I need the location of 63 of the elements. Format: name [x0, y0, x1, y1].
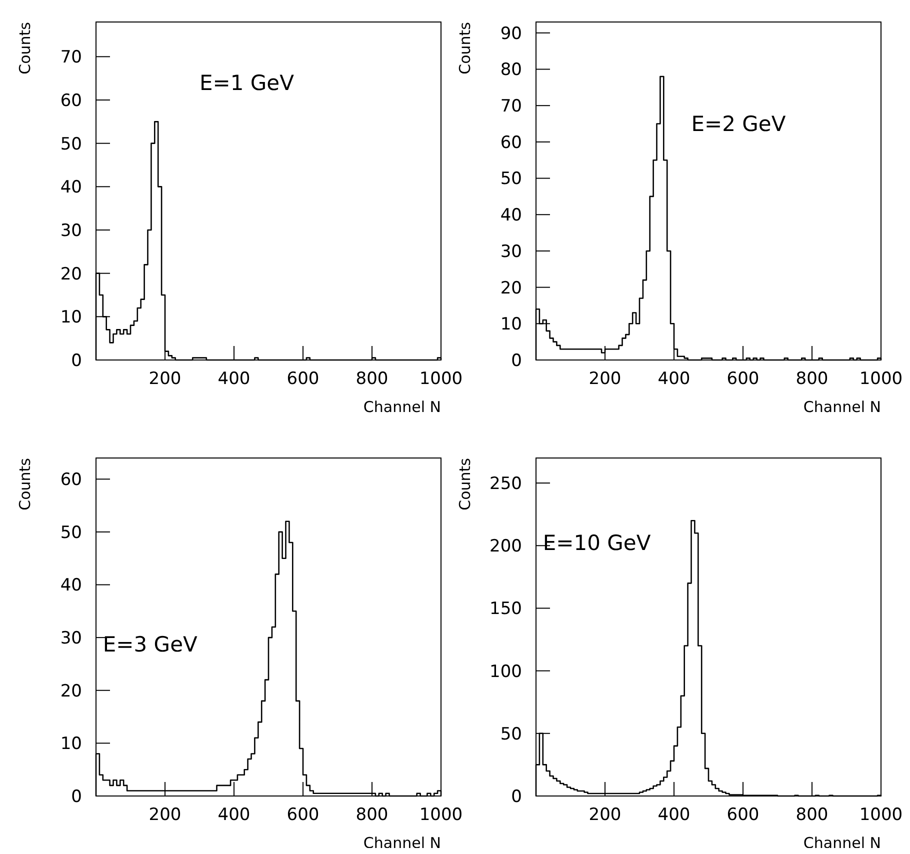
y-tick-label: 40 [500, 206, 522, 226]
y-axis-title: Counts [456, 22, 474, 74]
annotation: E=1 GeV [200, 71, 295, 96]
y-tick-label: 40 [60, 576, 82, 596]
x-tick-label: 800 [796, 805, 828, 825]
x-tick-label: 1000 [419, 369, 463, 389]
annotation: E=10 GeV [542, 530, 652, 555]
y-tick-label: 60 [60, 470, 82, 490]
x-tick-label: 1000 [859, 805, 903, 825]
y-tick-label: 0 [511, 350, 522, 371]
x-tick-label: 200 [588, 805, 622, 825]
annotation: E=3 GeV [102, 632, 198, 656]
y-tick-label: 100 [490, 662, 522, 682]
y-tick-label: 80 [500, 60, 522, 80]
y-axis-title: Counts [456, 458, 474, 510]
x-tick-label: 400 [658, 805, 690, 825]
x-tick-label: 400 [218, 805, 250, 825]
x-axis-title: Channel N [363, 834, 441, 852]
y-tick-label: 70 [60, 48, 82, 68]
y-tick-label: 250 [490, 474, 522, 494]
y-tick-label: 50 [500, 724, 522, 744]
y-tick-label: 0 [71, 786, 82, 807]
y-tick-label: 70 [500, 96, 522, 117]
y-axis-title: Counts [16, 458, 34, 510]
x-tick-label: 400 [658, 369, 690, 389]
x-tick-label: 1000 [859, 369, 903, 389]
y-tick-label: 30 [60, 220, 82, 241]
y-tick-label: 30 [60, 628, 82, 649]
y-tick-label: 10 [60, 308, 82, 328]
y-tick-label: 90 [500, 24, 522, 44]
y-tick-label: 0 [71, 350, 82, 371]
x-axis-title: Channel N [363, 398, 441, 416]
x-tick-label: 200 [588, 369, 622, 389]
x-tick-label: 200 [148, 805, 182, 825]
y-tick-label: 20 [60, 264, 82, 284]
y-tick-label: 50 [60, 522, 82, 543]
annotation: E=2 GeV [691, 112, 786, 136]
y-tick-label: 50 [60, 134, 82, 154]
x-axis-title: Channel N [803, 398, 881, 416]
y-tick-label: 40 [60, 178, 82, 198]
x-tick-label: 800 [796, 369, 828, 389]
y-axis-title: Counts [16, 22, 34, 74]
y-tick-label: 20 [60, 681, 82, 702]
x-tick-label: 600 [286, 369, 320, 389]
x-tick-label: 200 [148, 369, 182, 389]
y-tick-label: 60 [60, 90, 82, 111]
y-tick-label: 0 [511, 786, 522, 807]
x-tick-label: 1000 [419, 805, 463, 825]
y-tick-label: 200 [490, 536, 522, 557]
x-tick-label: 800 [356, 369, 388, 389]
y-tick-label: 10 [500, 314, 522, 335]
x-tick-label: 600 [726, 805, 760, 825]
y-tick-label: 30 [500, 242, 522, 262]
x-tick-label: 400 [218, 369, 250, 389]
y-tick-label: 20 [500, 278, 522, 298]
y-tick-label: 50 [500, 169, 522, 190]
y-tick-label: 60 [500, 132, 522, 153]
y-tick-label: 150 [490, 599, 522, 620]
x-tick-label: 600 [286, 805, 320, 825]
x-tick-label: 600 [726, 369, 760, 389]
x-tick-label: 800 [356, 805, 388, 825]
y-tick-label: 10 [60, 734, 82, 754]
x-axis-title: Channel N [803, 834, 881, 852]
